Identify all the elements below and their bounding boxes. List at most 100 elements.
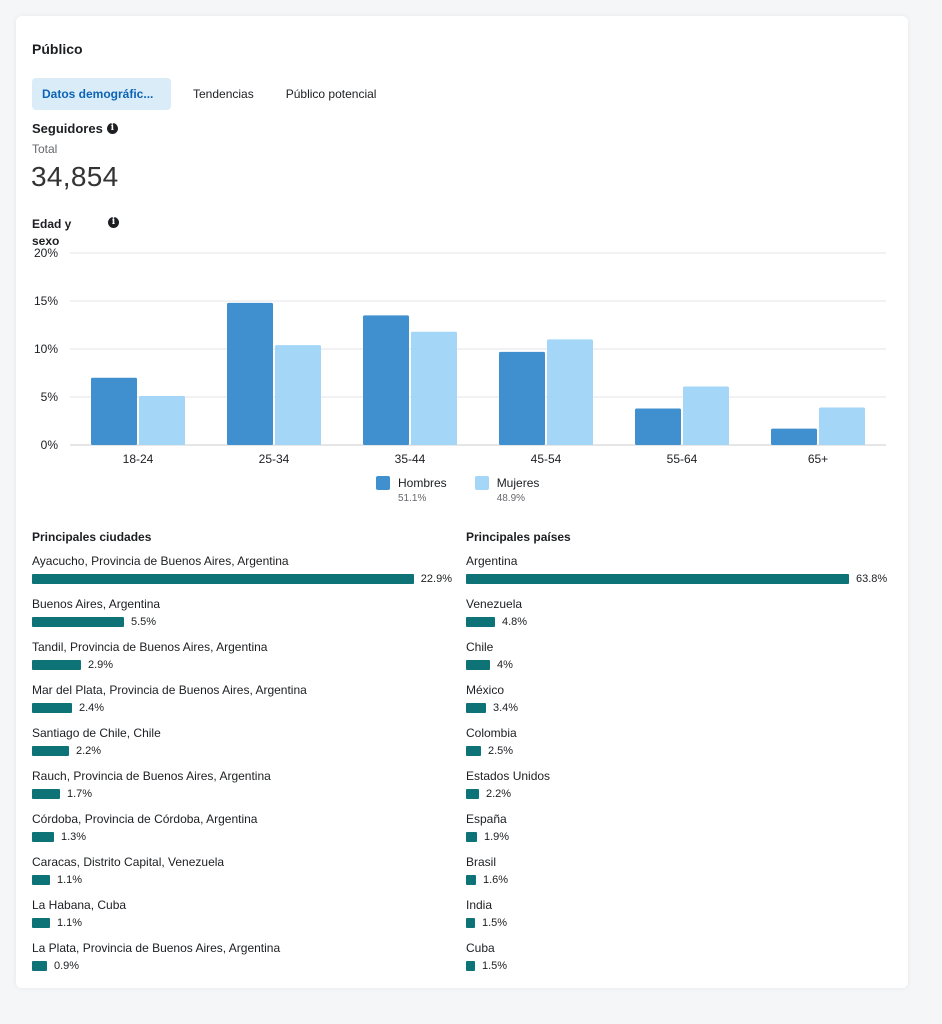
list-item-value: 1.9% [484, 831, 510, 843]
list-item-bar [466, 832, 477, 842]
bar [771, 428, 817, 445]
legend-item-women[interactable]: Mujeres 48.9% [474, 476, 540, 504]
list-item-value: 5.5% [131, 616, 157, 628]
list-item: Buenos Aires, Argentina 5.5% [32, 597, 452, 640]
list-item-name: La Plata, Provincia de Buenos Aires, Arg… [32, 941, 281, 955]
list-item: Brasil 1.6% [466, 855, 896, 898]
list-item-name: Argentina [466, 554, 518, 568]
list-item-name: Mar del Plata, Provincia de Buenos Aires… [32, 683, 307, 697]
bar [91, 377, 137, 445]
list-item-value: 22.9% [420, 573, 452, 585]
list-item-bar-wrap: 1.9% [466, 830, 896, 844]
bar [683, 386, 729, 445]
list-item-bar [466, 746, 481, 756]
list-item-value: 3.4% [493, 702, 519, 714]
cities-title: Principales ciudades [32, 530, 152, 544]
list-item: Córdoba, Provincia de Córdoba, Argentina… [32, 812, 452, 855]
list-item-value: 2.2% [486, 788, 512, 800]
list-item-bar-wrap: 2.5% [466, 744, 896, 758]
legend-share-men: 51.1% [398, 493, 427, 504]
list-item-bar-wrap: 2.2% [466, 787, 896, 801]
bar [411, 331, 457, 445]
list-item-value: 2.2% [76, 745, 102, 757]
info-icon[interactable]: i [108, 217, 119, 228]
list-item: La Plata, Provincia de Buenos Aires, Arg… [32, 941, 452, 984]
legend-swatch-men [376, 476, 390, 490]
list-item: Chile 4% [466, 640, 896, 683]
list-item-bar [466, 703, 486, 713]
legend-label-women: Mujeres [496, 476, 540, 490]
list-item: Mar del Plata, Provincia de Buenos Aires… [32, 683, 452, 726]
list-item-bar [32, 832, 54, 842]
list-item-bar [32, 660, 81, 670]
list-item-bar [32, 746, 69, 756]
list-item-name: La Habana, Cuba [32, 898, 127, 912]
list-item-bar-wrap: 3.4% [466, 701, 896, 715]
list-item-name: Brasil [466, 855, 497, 869]
list-item: Venezuela 4.8% [466, 597, 896, 640]
list-item-bar [466, 574, 849, 584]
x-tick-label: 65+ [808, 452, 828, 466]
list-item-bar-wrap: 1.5% [466, 959, 896, 973]
list-item-value: 1.7% [67, 788, 93, 800]
x-tick-label: 25-34 [259, 452, 290, 466]
list-item-value: 1.5% [482, 917, 508, 929]
cities-list: Ayacucho, Provincia de Buenos Aires, Arg… [32, 554, 452, 984]
list-item-value: 63.8% [856, 573, 888, 585]
list-item: Ayacucho, Provincia de Buenos Aires, Arg… [32, 554, 452, 597]
list-item-bar [466, 660, 490, 670]
y-tick-label: 5% [41, 390, 59, 404]
list-item-name: México [466, 683, 505, 697]
legend-share-women: 48.9% [496, 493, 526, 504]
tab-trends[interactable]: Tendencias [193, 87, 254, 101]
list-item-bar [32, 703, 72, 713]
legend-item-men[interactable]: Hombres 51.1% [376, 476, 447, 504]
list-item: España 1.9% [466, 812, 896, 855]
y-tick-label: 10% [34, 342, 58, 356]
list-item-bar-wrap: 1.7% [32, 787, 452, 801]
bar [635, 408, 681, 445]
list-item-bar-wrap: 1.6% [466, 873, 896, 887]
tab-demographics[interactable]: Datos demográfic... [32, 78, 171, 110]
list-item: Santiago de Chile, Chile 2.2% [32, 726, 452, 769]
list-item-bar-wrap: 1.1% [32, 873, 452, 887]
chart-legend: Hombres 51.1% Mujeres 48.9% [376, 476, 567, 504]
bar [819, 407, 865, 445]
list-item-bar [466, 918, 475, 928]
list-item-value: 1.1% [57, 874, 83, 886]
list-item-bar [32, 789, 60, 799]
list-item: México 3.4% [466, 683, 896, 726]
tab-potential-audience[interactable]: Público potencial [285, 87, 377, 101]
list-item-bar-wrap: 0.9% [32, 959, 452, 973]
list-item-bar-wrap: 4% [466, 658, 896, 672]
x-tick-label: 18-24 [123, 452, 154, 466]
followers-title: Seguidores i [32, 121, 118, 136]
list-item-bar [466, 789, 479, 799]
bar [547, 339, 593, 445]
info-icon[interactable]: i [106, 123, 118, 134]
list-item-value: 2.9% [88, 659, 114, 671]
audience-card: Público Datos demográfic... Tendencias P… [16, 16, 908, 988]
list-item-value: 1.3% [61, 831, 87, 843]
legend-swatch-women [474, 476, 489, 490]
y-tick-label: 0% [41, 438, 59, 452]
y-tick-label: 20% [34, 246, 58, 260]
list-item: Caracas, Distrito Capital, Venezuela 1.1% [32, 855, 452, 898]
list-item-name: Caracas, Distrito Capital, Venezuela [32, 855, 225, 869]
list-item-bar-wrap: 2.4% [32, 701, 452, 715]
x-tick-label: 45-54 [531, 452, 562, 466]
list-item-name: Estados Unidos [466, 769, 551, 783]
list-item-name: Buenos Aires, Argentina [32, 597, 161, 611]
list-item-name: Cuba [466, 941, 495, 955]
followers-title-text: Seguidores [32, 121, 103, 136]
list-item-value: 1.5% [482, 960, 508, 972]
card-title: Público [32, 41, 83, 57]
list-item-bar-wrap: 2.9% [32, 658, 452, 672]
list-item-bar-wrap: 63.8% [466, 572, 896, 586]
list-item-bar-wrap: 5.5% [32, 615, 452, 629]
legend-label-men: Hombres [398, 476, 447, 490]
list-item: La Habana, Cuba 1.1% [32, 898, 452, 941]
list-item: Colombia 2.5% [466, 726, 896, 769]
list-item-bar-wrap: 1.5% [466, 916, 896, 930]
x-tick-label: 55-64 [667, 452, 698, 466]
